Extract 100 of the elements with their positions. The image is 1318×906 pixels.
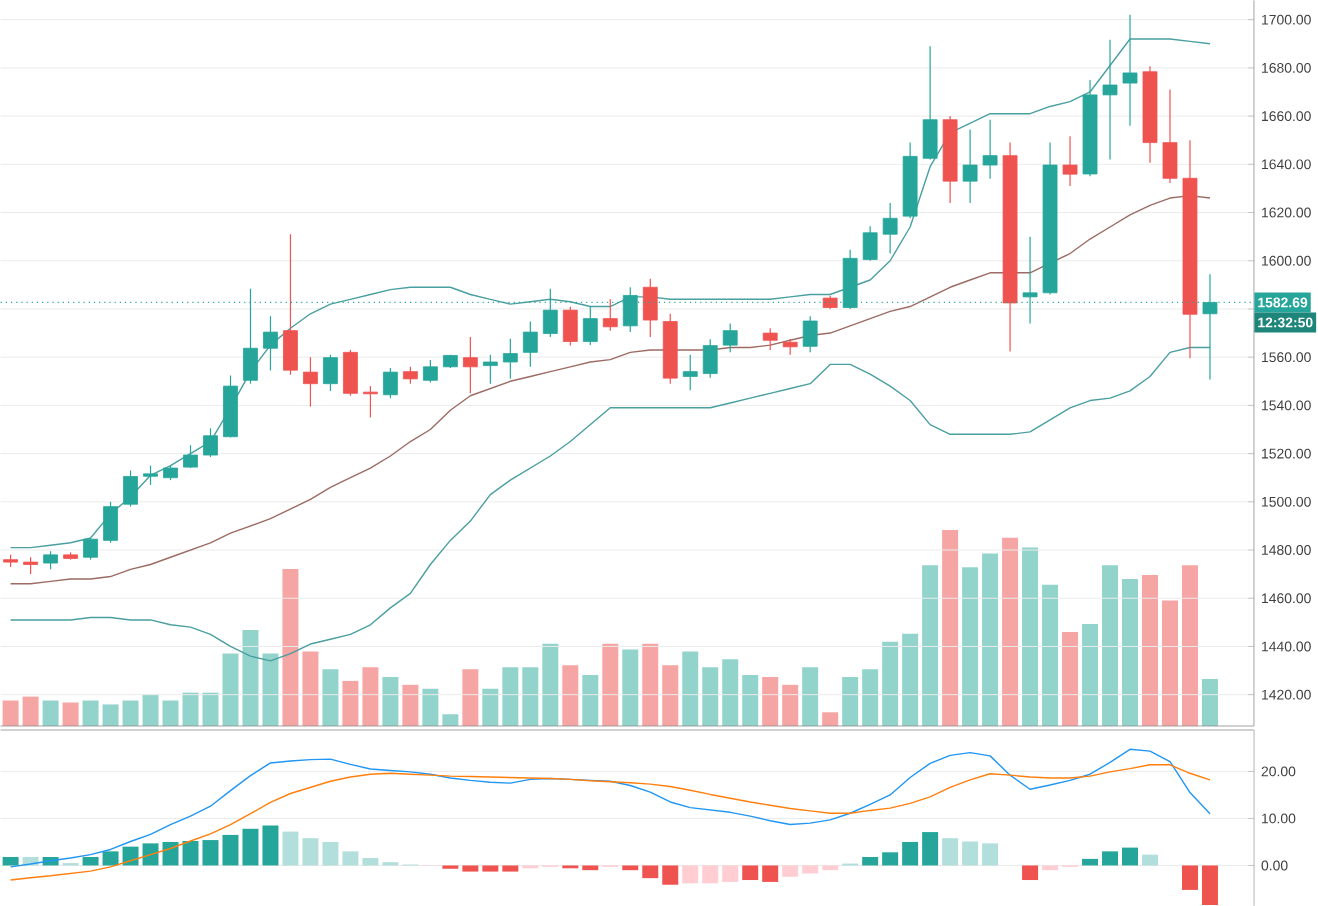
bar — [1042, 584, 1059, 726]
bar — [202, 839, 219, 866]
bar — [602, 643, 619, 726]
bar — [262, 825, 279, 866]
bar — [822, 712, 839, 726]
candlestick — [522, 320, 538, 368]
bar — [242, 828, 259, 866]
candlestick — [682, 354, 698, 391]
bar — [462, 668, 479, 726]
bar — [622, 649, 639, 726]
bar — [822, 865, 839, 871]
bar — [362, 857, 379, 866]
bar — [862, 668, 879, 726]
bar — [942, 529, 959, 726]
bar — [702, 865, 719, 884]
bar — [982, 843, 999, 866]
candlestick — [642, 278, 658, 338]
bar — [922, 831, 939, 866]
bar — [1082, 858, 1099, 866]
bar — [742, 674, 759, 726]
bar — [1142, 854, 1158, 866]
bar — [1162, 600, 1178, 726]
bar — [322, 668, 339, 726]
bar — [722, 659, 739, 726]
bar — [342, 851, 359, 866]
candlestick — [103, 501, 118, 544]
bar — [882, 641, 899, 726]
bar — [82, 700, 99, 726]
bar — [1062, 631, 1079, 726]
candlestick — [1162, 88, 1178, 184]
bar — [662, 665, 679, 726]
bar — [1102, 851, 1119, 866]
bar — [1181, 865, 1198, 890]
bar — [302, 651, 319, 726]
bar — [482, 865, 499, 872]
bar — [162, 841, 179, 866]
bar — [382, 676, 399, 726]
bar — [142, 694, 159, 726]
bar — [582, 674, 599, 726]
bar — [1201, 865, 1218, 905]
bar — [262, 653, 279, 726]
bar — [702, 667, 719, 726]
bar — [362, 667, 379, 726]
candlestick — [1102, 38, 1118, 160]
bar — [1181, 565, 1198, 726]
bar — [402, 684, 419, 726]
bar — [802, 667, 819, 726]
bar — [782, 684, 799, 726]
bar — [522, 667, 539, 726]
candlestick — [922, 45, 938, 160]
bar — [142, 843, 159, 866]
bar — [2, 700, 19, 726]
bar — [322, 841, 339, 866]
bar — [1042, 865, 1059, 871]
bar — [342, 680, 359, 726]
bar — [442, 714, 459, 726]
candlestick — [1122, 14, 1138, 127]
bar — [762, 865, 779, 882]
bar — [622, 865, 639, 871]
bar — [642, 865, 659, 878]
candlestick — [183, 444, 198, 469]
bar — [302, 838, 319, 866]
bar — [1142, 574, 1158, 726]
candlestick — [722, 322, 738, 353]
bar — [762, 676, 779, 726]
bar — [542, 643, 559, 726]
bar — [962, 567, 979, 726]
candlestick — [962, 128, 978, 204]
candlestick — [602, 298, 618, 332]
candlestick — [482, 354, 498, 385]
bar — [162, 700, 179, 726]
bar — [2, 856, 19, 866]
bar — [242, 629, 259, 726]
bar — [1002, 537, 1019, 726]
bar — [82, 856, 99, 866]
bar — [642, 643, 659, 726]
bar — [22, 696, 39, 726]
bar — [682, 651, 699, 726]
candlestick — [862, 225, 878, 262]
bar — [1201, 678, 1218, 726]
bar — [922, 565, 939, 726]
bar — [982, 553, 999, 726]
bar — [1122, 847, 1139, 866]
candlestick — [263, 315, 278, 371]
bar — [722, 865, 739, 882]
bar — [62, 702, 79, 726]
bar — [462, 865, 479, 872]
candlestick — [582, 305, 598, 346]
bar — [1022, 547, 1039, 726]
bar — [1022, 865, 1039, 880]
bar — [502, 865, 519, 872]
bar — [942, 838, 959, 866]
bar — [842, 676, 859, 726]
bar — [422, 688, 439, 726]
bar — [582, 865, 599, 871]
candlestick — [363, 385, 378, 418]
candlestick — [762, 327, 778, 351]
bar — [222, 834, 239, 866]
candlestick — [502, 338, 518, 380]
bar — [1102, 565, 1119, 726]
